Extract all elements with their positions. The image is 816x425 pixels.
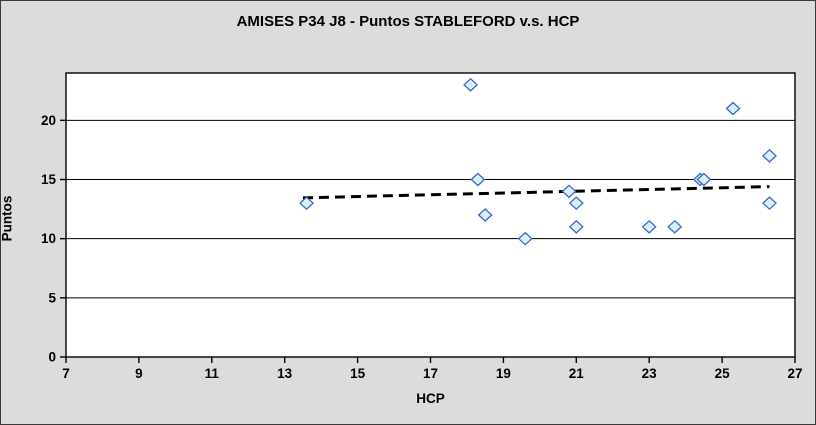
data-point-marker[interactable] [667, 219, 683, 234]
y-tick-label: 0 [48, 350, 56, 365]
data-point-marker[interactable] [762, 148, 777, 163]
x-tick-label: 17 [423, 366, 438, 381]
y-tick-label: 5 [48, 290, 56, 305]
x-tick-label: 9 [135, 366, 143, 381]
x-tick-label: 11 [205, 366, 220, 381]
data-point-marker[interactable] [696, 172, 712, 187]
data-point-marker[interactable] [762, 196, 777, 211]
data-point-marker[interactable] [568, 196, 584, 211]
data-point-marker[interactable] [725, 101, 741, 116]
y-tick-label: 15 [41, 172, 57, 187]
x-tick-label: 15 [350, 366, 366, 381]
data-point-marker[interactable] [470, 172, 486, 187]
data-point-marker[interactable] [561, 184, 577, 199]
data-point-marker[interactable] [517, 231, 533, 246]
data-point-marker[interactable] [299, 196, 315, 211]
y-tick-label: 20 [41, 113, 56, 128]
y-tick-label: 10 [41, 231, 56, 246]
data-point-marker[interactable] [568, 219, 584, 234]
data-point-marker[interactable] [641, 219, 657, 234]
x-axis-title: HCP [416, 391, 445, 406]
x-tick-label: 23 [642, 366, 658, 381]
data-point-marker[interactable] [477, 208, 493, 222]
chart-title: AMISES P34 J8 - Puntos STABLEFORD v.s. H… [236, 13, 580, 30]
x-tick-label: 13 [277, 366, 293, 381]
x-tick-label: 21 [569, 366, 585, 381]
trendline[interactable] [302, 185, 770, 200]
data-point-marker[interactable] [463, 77, 479, 92]
x-tick-label: 25 [715, 366, 731, 381]
x-tick-label: 7 [62, 366, 70, 381]
plot-background [66, 73, 795, 357]
x-tick-label: 27 [787, 366, 802, 381]
x-tick-label: 19 [496, 366, 511, 381]
